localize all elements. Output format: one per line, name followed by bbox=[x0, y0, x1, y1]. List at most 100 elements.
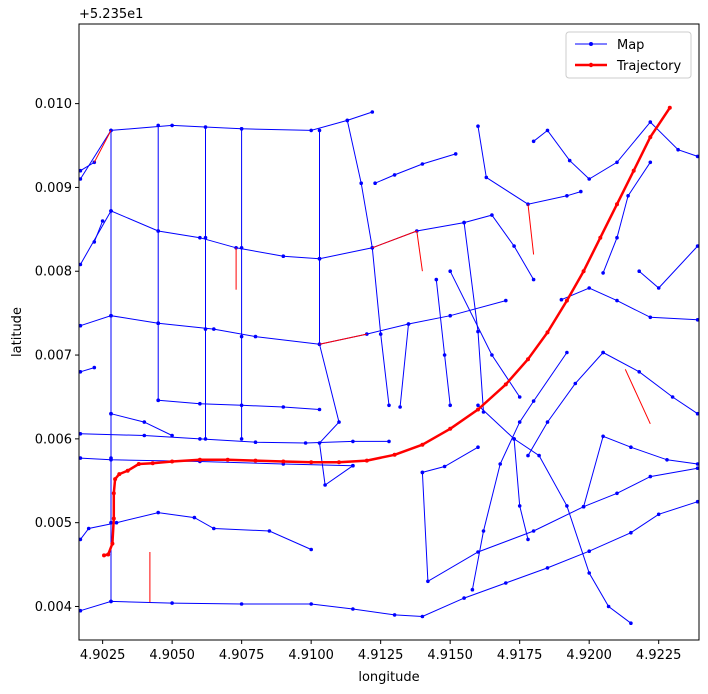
map-node bbox=[695, 499, 699, 504]
map-node bbox=[420, 614, 425, 619]
trajectory-point bbox=[170, 459, 175, 464]
y-tick-label: 0.007 bbox=[35, 349, 72, 364]
map-node bbox=[86, 526, 91, 531]
legend-map-label: Map bbox=[617, 38, 644, 53]
map-node bbox=[420, 162, 425, 166]
map-node bbox=[192, 515, 197, 520]
map-node bbox=[565, 194, 569, 198]
map-link-red-5 bbox=[527, 204, 535, 255]
map-node bbox=[92, 240, 97, 244]
map-node bbox=[212, 526, 216, 531]
map-node bbox=[601, 350, 605, 355]
map-road-7 bbox=[533, 121, 698, 180]
map-road-30 bbox=[602, 352, 698, 415]
map-node bbox=[442, 464, 447, 469]
map-node bbox=[317, 441, 322, 445]
map-node bbox=[476, 124, 480, 128]
map-node bbox=[695, 411, 699, 416]
map-node bbox=[531, 277, 536, 282]
map-node bbox=[695, 244, 699, 248]
map-node bbox=[203, 437, 208, 441]
map-node bbox=[526, 537, 530, 542]
trajectory-point bbox=[106, 552, 111, 557]
map-node bbox=[203, 125, 208, 129]
trajectory-point bbox=[476, 407, 480, 412]
map-node bbox=[203, 327, 208, 331]
map-node bbox=[615, 491, 619, 496]
x-tick-label: 4.9125 bbox=[358, 648, 404, 663]
map-node bbox=[392, 613, 397, 617]
map-node bbox=[109, 520, 113, 525]
map-node bbox=[239, 403, 244, 408]
map-node bbox=[601, 271, 605, 275]
map-node bbox=[337, 420, 341, 424]
x-tick-label: 4.9200 bbox=[566, 648, 612, 663]
map-node bbox=[629, 445, 633, 450]
map-node bbox=[239, 437, 244, 441]
map-road-24 bbox=[421, 467, 698, 583]
map-node bbox=[476, 445, 480, 450]
map-node bbox=[309, 602, 314, 606]
map-node bbox=[648, 315, 653, 320]
map-node bbox=[109, 411, 113, 416]
map-node bbox=[426, 579, 430, 584]
y-tick-label: 0.009 bbox=[35, 181, 72, 196]
map-node bbox=[351, 439, 355, 444]
map-node bbox=[156, 123, 160, 128]
trajectory-point bbox=[364, 458, 369, 463]
map-node bbox=[545, 128, 550, 133]
map-node bbox=[170, 433, 174, 438]
x-tick-label: 4.9150 bbox=[427, 648, 473, 663]
trajectory-point bbox=[111, 516, 116, 521]
map-node bbox=[517, 504, 522, 508]
map-node bbox=[406, 322, 411, 326]
y-tick-label: 0.010 bbox=[35, 97, 72, 112]
trajectory-point bbox=[420, 442, 425, 447]
map-node bbox=[531, 529, 536, 533]
x-axis-label: longitude bbox=[358, 670, 419, 685]
trajectory-point bbox=[117, 472, 122, 477]
y-axis: 0.004 0.005 0.006 0.007 0.008 0.009 0.010 bbox=[35, 97, 79, 615]
map-node bbox=[559, 297, 564, 302]
map-road-20 bbox=[80, 367, 95, 373]
x-tick-label: 4.9175 bbox=[497, 648, 543, 663]
map-node bbox=[79, 608, 83, 613]
map-node bbox=[517, 420, 522, 424]
map-node bbox=[648, 160, 653, 165]
map-link-red-4 bbox=[416, 230, 423, 272]
map-node bbox=[537, 453, 541, 458]
map-node bbox=[267, 529, 272, 533]
map-node bbox=[253, 440, 258, 445]
map-node bbox=[665, 458, 669, 462]
map-node bbox=[656, 286, 661, 290]
map-node bbox=[253, 334, 258, 339]
map-node bbox=[156, 321, 160, 326]
trajectory-layer bbox=[102, 105, 672, 558]
map-node bbox=[476, 329, 480, 334]
map-node bbox=[323, 483, 327, 487]
map-node bbox=[481, 529, 486, 533]
trajectory-point bbox=[667, 105, 672, 110]
plot-frame bbox=[78, 23, 700, 641]
map-node bbox=[442, 353, 447, 357]
map-node bbox=[198, 437, 202, 441]
map-node bbox=[79, 432, 83, 436]
map-node bbox=[203, 235, 208, 240]
map-node bbox=[142, 433, 147, 438]
map-node bbox=[490, 213, 494, 217]
x-axis: 4.9025 4.9050 4.9075 4.9100 4.9125 4.9150 4.91… bbox=[80, 640, 681, 663]
map-node bbox=[565, 350, 569, 355]
y-tick-label: 0.008 bbox=[35, 265, 72, 280]
map-node bbox=[615, 160, 619, 165]
trajectory-point bbox=[392, 452, 397, 457]
map-node bbox=[398, 405, 402, 409]
map-node bbox=[359, 181, 364, 185]
map-node bbox=[615, 235, 619, 240]
map-node bbox=[392, 173, 397, 177]
map-node bbox=[606, 604, 611, 609]
map-node bbox=[79, 177, 83, 181]
map-node bbox=[545, 566, 550, 570]
map-node bbox=[156, 398, 160, 403]
map-node bbox=[387, 403, 391, 408]
x-tick-label: 4.9100 bbox=[288, 648, 334, 663]
